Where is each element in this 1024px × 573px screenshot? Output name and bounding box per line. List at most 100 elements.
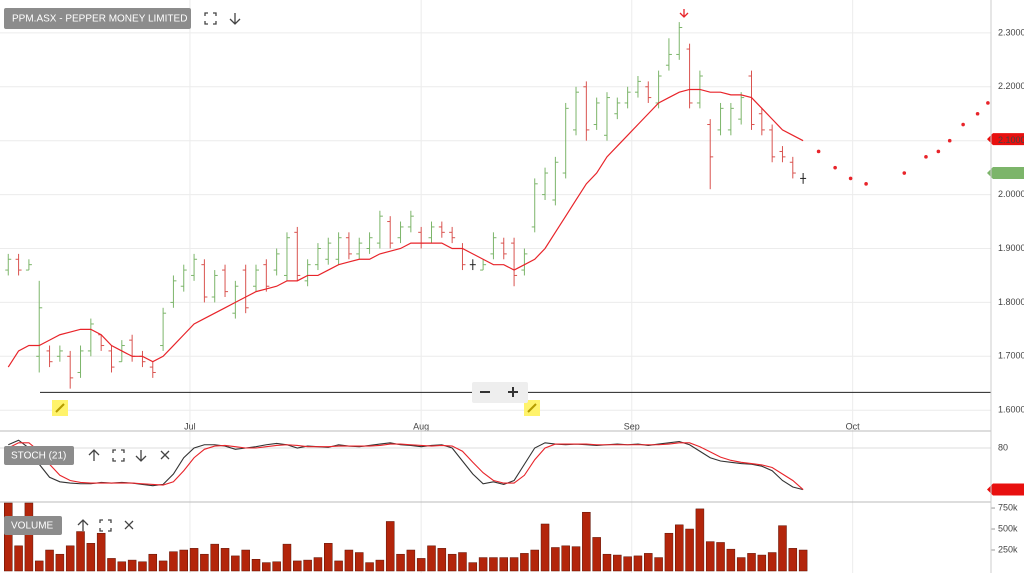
projection-dot — [816, 149, 821, 154]
up-icon[interactable] — [88, 449, 100, 461]
moving-average — [7, 88, 804, 368]
up-icon[interactable] — [77, 519, 89, 531]
volume-bar — [169, 551, 178, 572]
volume-bar — [468, 562, 478, 572]
price-marker — [987, 133, 1024, 146]
projection-dot — [961, 122, 965, 127]
volume-bar — [674, 524, 684, 572]
price-marker — [987, 167, 1024, 180]
volume-bar — [4, 502, 13, 572]
volume-bar — [406, 549, 416, 572]
volume-bar — [375, 559, 385, 572]
down-icon[interactable] — [135, 450, 147, 462]
volume-bar — [571, 546, 581, 572]
x-tick-label: Oct — [846, 421, 861, 431]
volume-bar — [726, 548, 736, 572]
volume-bar — [200, 553, 209, 572]
volume-bar — [354, 552, 364, 572]
volume-bar — [788, 548, 798, 572]
projection-dot — [864, 182, 868, 186]
volume-bar — [24, 502, 34, 572]
value-marker — [987, 483, 1024, 496]
volume-bar — [76, 531, 85, 572]
projection-dot — [833, 165, 837, 170]
y-tick-label: 750k — [998, 502, 1018, 512]
projection-dot — [986, 101, 990, 105]
expand-icon[interactable] — [204, 12, 217, 25]
volume-bar — [107, 558, 116, 572]
volume-bar — [179, 549, 188, 572]
volume-bar — [189, 548, 199, 572]
volume-bar — [416, 558, 426, 572]
projection-dot — [924, 155, 928, 159]
volume-bar — [736, 557, 746, 572]
volume-bar — [509, 557, 519, 572]
volume-bar — [117, 561, 127, 572]
volume-bar — [96, 532, 106, 572]
volume-bar — [778, 525, 787, 572]
volume-bar — [798, 549, 808, 572]
volume-bar — [685, 528, 694, 572]
projection-dot — [947, 138, 952, 143]
volume-bar — [365, 562, 374, 572]
volume-bar — [251, 558, 261, 572]
close-icon[interactable] — [124, 520, 134, 530]
volume-bar — [282, 543, 292, 572]
volume-bar — [158, 560, 168, 572]
volume-bar — [623, 556, 632, 572]
expand-icon[interactable] — [99, 519, 112, 532]
volume-bar — [613, 554, 622, 572]
volume-bar — [272, 561, 281, 572]
close-icon[interactable] — [160, 450, 170, 460]
volume-bar — [210, 543, 219, 572]
volume-bar — [705, 541, 715, 572]
chart-title: PPM.ASX - PEPPER MONEY LIMITED — [12, 14, 187, 25]
projection-dot — [848, 176, 853, 181]
indicator-box[interactable] — [4, 516, 62, 535]
expand-icon[interactable] — [112, 449, 125, 462]
stoch-line — [8, 442, 804, 490]
y-tick-label: 500k — [998, 523, 1018, 533]
y-tick-label: 250k — [998, 544, 1018, 554]
volume-bar — [644, 553, 653, 572]
y-tick-label: 2.2000 — [998, 81, 1024, 91]
volume-bar — [582, 511, 591, 572]
volume-bar — [14, 545, 23, 572]
volume-bar — [540, 523, 550, 572]
projection-dot — [936, 149, 941, 154]
pencil-glyph — [55, 403, 65, 413]
volume-bar — [447, 553, 457, 572]
pencil-glyph — [527, 403, 537, 413]
indicator-title: STOCH (21) — [11, 451, 66, 462]
volume-bar — [220, 548, 230, 572]
volume-bar — [489, 557, 498, 572]
volume-bar — [747, 553, 756, 572]
volume-bar — [127, 559, 137, 572]
indicator-box[interactable] — [4, 446, 74, 465]
y-tick-label: 1.8000 — [998, 297, 1024, 307]
volume-bar — [767, 552, 777, 572]
y-tick-label: 2.1000 — [998, 135, 1024, 145]
y-tick-label: 2.0000 — [998, 189, 1024, 199]
volume-bar — [561, 545, 570, 572]
volume-bar — [654, 557, 663, 572]
volume-bar — [602, 553, 612, 572]
volume-bar — [45, 549, 54, 572]
indicator-title: VOLUME — [11, 521, 54, 532]
volume-bar — [34, 560, 44, 572]
volume-bar — [592, 537, 601, 572]
projection-dot — [902, 171, 907, 175]
volume-bar — [86, 543, 96, 572]
volume-bar — [65, 545, 75, 572]
y-tick-label: 1.7000 — [998, 351, 1024, 361]
x-tick-label: Sep — [624, 421, 640, 431]
x-tick-label: Aug — [413, 421, 429, 431]
volume-bar — [633, 555, 643, 572]
title-box[interactable] — [4, 8, 191, 29]
volume-bar — [437, 548, 447, 572]
volume-bar — [551, 547, 560, 572]
volume-bar — [520, 553, 529, 572]
down-icon[interactable] — [229, 13, 241, 25]
zoom-in[interactable] — [508, 387, 518, 397]
